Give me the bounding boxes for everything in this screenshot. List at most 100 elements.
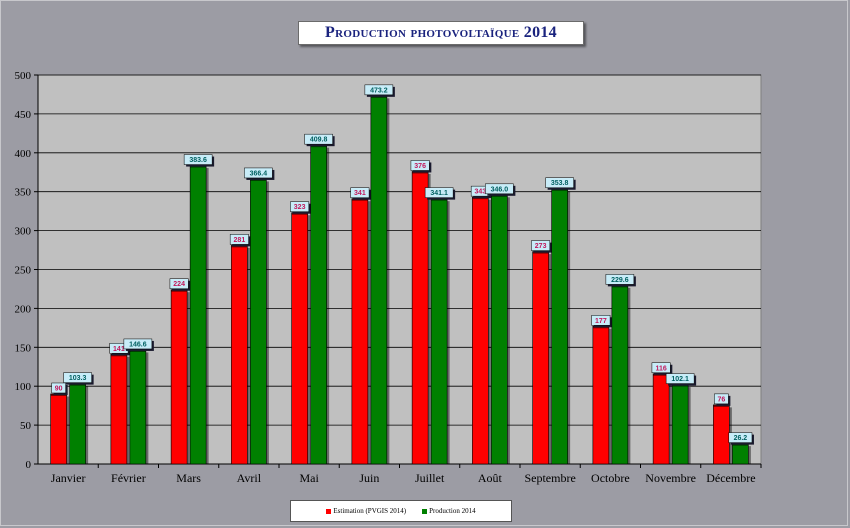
- data-label-box: [665, 373, 695, 384]
- data-label-production: 146.6: [129, 341, 147, 348]
- bar-production: [69, 383, 86, 465]
- y-tick-label: 300: [15, 226, 32, 238]
- data-label-production: 473.2: [370, 87, 388, 94]
- x-category-label: Janvier: [51, 471, 86, 485]
- data-label-estimation: 76: [717, 396, 725, 403]
- data-label-estimation: 273: [535, 243, 547, 250]
- data-label-production: 26.2: [734, 435, 748, 442]
- bar-estimation: [110, 354, 128, 465]
- bar-production: [430, 198, 448, 465]
- data-label-box: [169, 278, 189, 289]
- legend-item-production: Production 2014: [422, 507, 476, 515]
- data-label-box: [651, 362, 671, 374]
- bar-production: [671, 384, 689, 465]
- y-tick-label: 50: [20, 420, 32, 432]
- data-label-box: [364, 84, 394, 96]
- bar-production: [732, 443, 749, 465]
- bar-estimation: [170, 289, 188, 465]
- bar-production: [370, 95, 388, 465]
- data-label-box: [304, 133, 333, 145]
- chart-title: Production photovoltaïque 2014: [298, 21, 584, 45]
- x-category-label: Septembre: [524, 471, 575, 485]
- data-label-production: 366.4: [250, 170, 268, 177]
- x-category-label: Juin: [359, 471, 379, 485]
- bar-estimation: [351, 198, 369, 465]
- data-label-production: 103.3: [69, 375, 87, 382]
- bar-production: [310, 144, 327, 465]
- data-label-box: [183, 154, 213, 165]
- y-tick-label: 250: [15, 265, 32, 277]
- x-category-label: Août: [478, 471, 503, 485]
- data-label-estimation: 376: [414, 163, 426, 170]
- data-label-box: [51, 382, 66, 394]
- y-tick-label: 100: [15, 381, 32, 393]
- bar-estimation: [532, 251, 549, 465]
- data-label-box: [424, 187, 454, 198]
- x-category-label: Mars: [176, 471, 201, 485]
- x-category-label: Décembre: [706, 471, 755, 485]
- data-label-box: [485, 183, 514, 195]
- data-label-production: 229.6: [611, 277, 629, 284]
- data-label-box: [229, 234, 249, 245]
- bar-production: [611, 285, 629, 465]
- data-label-production: 409.8: [310, 137, 328, 144]
- legend-label-estimation: Estimation (PVGIS 2014): [333, 507, 407, 515]
- data-label-estimation: 341: [354, 190, 366, 197]
- y-tick-label: 450: [15, 109, 32, 121]
- data-label-production: 346.0: [491, 186, 509, 193]
- data-label-estimation: 177: [595, 318, 607, 325]
- data-label-production: 383.6: [189, 157, 207, 164]
- bar-production: [250, 178, 267, 465]
- y-tick-label: 350: [15, 187, 32, 199]
- data-label-box: [63, 372, 92, 383]
- data-label-estimation: 90: [55, 385, 63, 392]
- x-category-label: Novembre: [645, 471, 696, 485]
- x-category-label: Octobre: [591, 471, 630, 485]
- x-category-label: Juillet: [415, 471, 445, 485]
- data-label-box: [714, 393, 729, 405]
- chart-legend: Estimation (PVGIS 2014) Production 2014: [290, 500, 512, 522]
- data-label-box: [591, 315, 611, 326]
- bar-production: [189, 165, 207, 465]
- bar-estimation: [411, 171, 429, 465]
- data-label-estimation: 224: [173, 281, 185, 288]
- y-tick-label: 400: [15, 148, 32, 160]
- data-label-box: [350, 187, 370, 198]
- legend-swatch-production: [422, 508, 428, 514]
- y-tick-label: 200: [15, 303, 32, 315]
- data-label-box: [290, 201, 310, 212]
- x-category-label: Février: [111, 471, 146, 485]
- bar-estimation: [231, 245, 248, 465]
- bar-estimation: [652, 373, 670, 465]
- data-label-box: [728, 432, 753, 443]
- data-label-estimation: 323: [294, 204, 306, 211]
- data-label-box: [531, 240, 551, 251]
- bar-estimation: [592, 325, 610, 465]
- legend-swatch-estimation: [326, 508, 332, 514]
- bar-estimation: [291, 212, 308, 465]
- y-tick-label: 150: [15, 342, 32, 354]
- y-tick-label: 0: [26, 459, 32, 471]
- x-category-label: Mai: [299, 471, 319, 485]
- data-label-box: [605, 274, 635, 285]
- bar-production: [551, 188, 568, 465]
- data-label-estimation: 281: [234, 237, 246, 244]
- data-label-production: 353.8: [551, 180, 569, 187]
- x-category-label: Avril: [237, 471, 262, 485]
- data-label-box: [545, 177, 574, 188]
- bar-production: [491, 194, 508, 465]
- data-label-estimation: 343: [475, 189, 487, 196]
- bar-production: [129, 349, 147, 465]
- bar-estimation: [50, 393, 67, 465]
- legend-item-estimation: Estimation (PVGIS 2014): [326, 507, 406, 515]
- data-label-estimation: 141: [113, 346, 125, 353]
- data-label-estimation: 116: [655, 365, 666, 372]
- data-label-production: 341.1: [430, 190, 448, 197]
- legend-label-production: Production 2014: [429, 507, 476, 515]
- data-label-box: [410, 160, 430, 171]
- data-label-box: [244, 167, 273, 179]
- data-label-production: 102.1: [671, 376, 689, 383]
- y-tick-label: 500: [15, 70, 32, 82]
